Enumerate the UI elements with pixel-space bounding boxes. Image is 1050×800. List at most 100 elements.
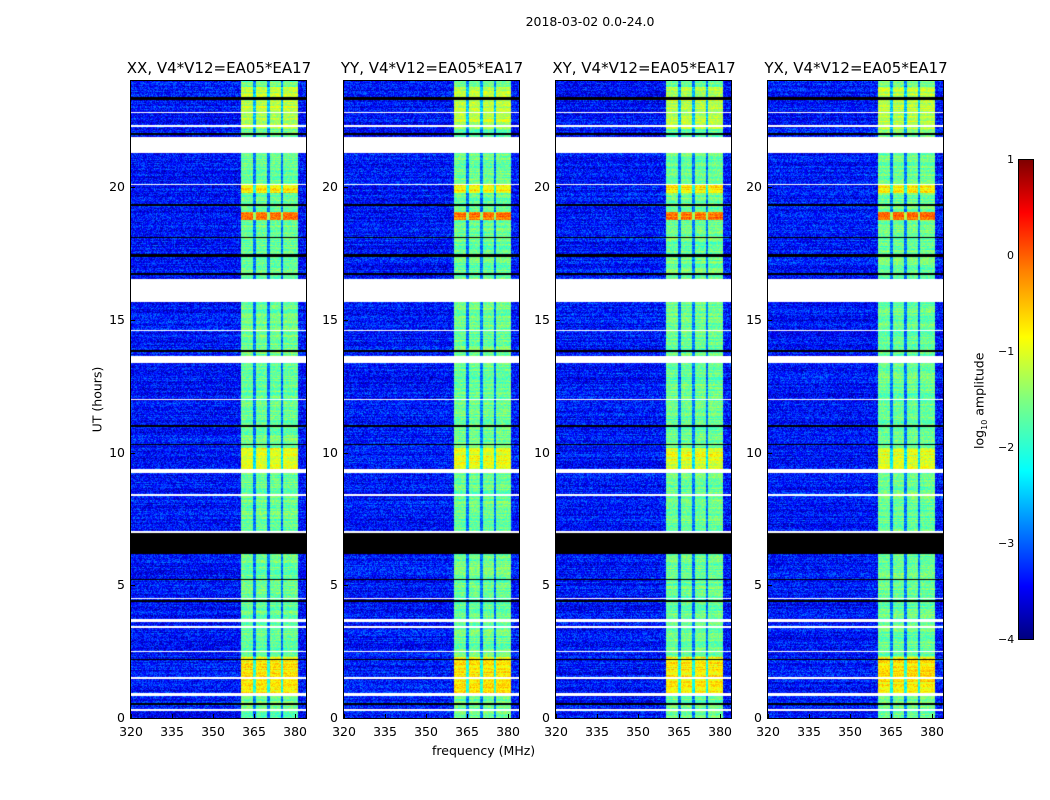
- y-tick-label: 20: [322, 179, 338, 195]
- y-tick-label: 20: [746, 179, 762, 195]
- x-tick-label: 350: [201, 724, 225, 739]
- x-tick: [638, 714, 640, 718]
- y-tick: [556, 452, 560, 454]
- y-tick-label: 15: [109, 311, 125, 327]
- x-tick-label: 335: [373, 724, 397, 739]
- x-tick: [385, 714, 387, 718]
- x-tick-label: 335: [160, 724, 184, 739]
- x-tick-label: 365: [455, 724, 479, 739]
- x-tick: [720, 714, 722, 718]
- x-axis-label: frequency (MHz): [432, 743, 536, 758]
- y-tick-label: 10: [109, 444, 125, 460]
- x-tick-label: 380: [708, 724, 732, 739]
- y-tick: [768, 452, 772, 454]
- spectrogram-panel: [130, 80, 307, 719]
- y-tick: [556, 319, 560, 321]
- x-tick: [597, 714, 599, 718]
- x-tick-label: 320: [119, 724, 143, 739]
- y-tick: [344, 452, 348, 454]
- spectrogram-panel: [555, 80, 732, 719]
- x-tick: [556, 714, 557, 718]
- x-tick: [850, 714, 852, 718]
- y-tick-label: 10: [746, 444, 762, 460]
- x-tick-label: 380: [283, 724, 307, 739]
- x-tick: [426, 714, 428, 718]
- x-tick: [172, 714, 174, 718]
- x-tick-label: 335: [585, 724, 609, 739]
- y-tick-label: 0: [330, 710, 338, 725]
- y-tick: [344, 319, 348, 321]
- colorbar-tick-label: −4: [998, 633, 1015, 646]
- x-tick-label: 380: [920, 724, 944, 739]
- colorbar-tick-label: 1: [1007, 153, 1014, 166]
- panel-title: YY, V4*V12=EA05*EA17: [340, 59, 524, 77]
- y-tick: [768, 585, 772, 587]
- y-tick: [556, 187, 560, 189]
- x-tick: [809, 714, 811, 718]
- panel-title: XY, V4*V12=EA05*EA17: [552, 59, 736, 77]
- y-tick: [556, 585, 560, 587]
- x-tick: [508, 714, 510, 718]
- y-tick: [131, 718, 135, 719]
- y-tick: [131, 187, 135, 189]
- colorbar-tick-label: 0: [1007, 249, 1014, 262]
- x-tick: [467, 714, 469, 718]
- y-tick: [768, 187, 772, 189]
- x-tick: [932, 714, 934, 718]
- colorbar: [1018, 159, 1034, 640]
- x-tick-label: 320: [544, 724, 568, 739]
- y-tick: [768, 319, 772, 321]
- x-tick-label: 350: [838, 724, 862, 739]
- spectrogram-panel: [343, 80, 520, 719]
- y-tick-label: 15: [322, 311, 338, 327]
- spectrogram-heatmap: [768, 81, 943, 718]
- spectrogram-heatmap: [556, 81, 731, 718]
- y-tick: [131, 452, 135, 454]
- x-tick: [131, 714, 132, 718]
- y-tick-label: 5: [754, 577, 762, 593]
- y-tick: [556, 718, 560, 719]
- y-tick: [131, 585, 135, 587]
- x-tick: [295, 714, 297, 718]
- y-tick-label: 0: [754, 710, 762, 725]
- y-tick-label: 15: [534, 311, 550, 327]
- x-tick-label: 380: [496, 724, 520, 739]
- y-tick: [131, 319, 135, 321]
- colorbar-label: log10 amplitude: [971, 352, 989, 449]
- x-tick: [768, 714, 769, 718]
- y-tick-label: 20: [109, 179, 125, 195]
- x-tick: [213, 714, 215, 718]
- y-tick-label: 0: [542, 710, 550, 725]
- x-tick-label: 320: [756, 724, 780, 739]
- x-tick-label: 365: [879, 724, 903, 739]
- spectrogram-heatmap: [131, 81, 306, 718]
- x-tick-label: 365: [242, 724, 266, 739]
- y-tick: [344, 187, 348, 189]
- y-tick: [344, 718, 348, 719]
- colorbar-tick-label: −3: [998, 537, 1015, 550]
- x-tick: [344, 714, 345, 718]
- x-tick: [891, 714, 893, 718]
- y-tick: [768, 718, 772, 719]
- x-tick-label: 350: [414, 724, 438, 739]
- x-tick: [679, 714, 681, 718]
- colorbar-tick-label: −2: [998, 441, 1015, 454]
- y-tick-label: 10: [534, 444, 550, 460]
- panel-title: XX, V4*V12=EA05*EA17: [126, 59, 312, 77]
- x-tick-label: 365: [667, 724, 691, 739]
- figure-title: 2018-03-02 0.0-24.0: [525, 14, 655, 29]
- y-tick: [344, 585, 348, 587]
- y-tick-label: 5: [117, 577, 125, 593]
- y-tick-label: 15: [746, 311, 762, 327]
- y-tick-label: 20: [534, 179, 550, 195]
- y-tick-label: 0: [117, 710, 125, 725]
- spectrogram-heatmap: [344, 81, 519, 718]
- x-tick: [254, 714, 256, 718]
- y-tick-label: 10: [322, 444, 338, 460]
- y-tick-label: 5: [330, 577, 338, 593]
- x-tick-label: 320: [332, 724, 356, 739]
- y-tick-label: 5: [542, 577, 550, 593]
- spectrogram-panel: [767, 80, 944, 719]
- x-tick-label: 350: [626, 724, 650, 739]
